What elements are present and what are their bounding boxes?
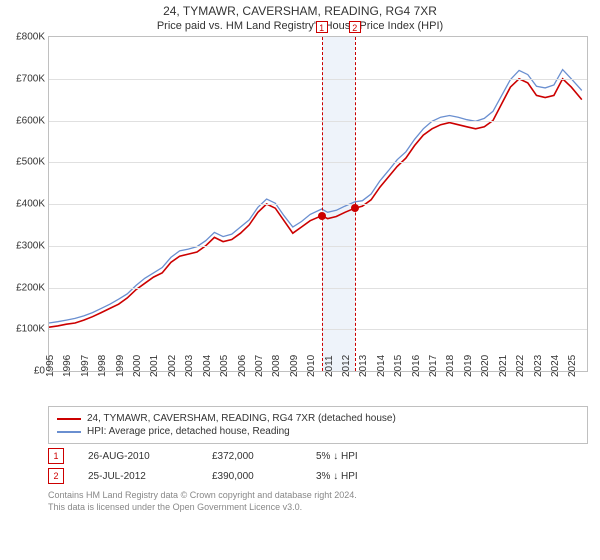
transaction-id-badge: 1 — [48, 448, 64, 464]
legend-swatch — [57, 431, 81, 433]
legend-box: 24, TYMAWR, CAVERSHAM, READING, RG4 7XR … — [48, 406, 588, 444]
transaction-marker-dot — [318, 212, 326, 220]
chart-title-line1: 24, TYMAWR, CAVERSHAM, READING, RG4 7XR — [0, 0, 600, 18]
x-axis-tick: 1996 — [62, 355, 73, 377]
legend-item: HPI: Average price, detached house, Read… — [57, 426, 579, 437]
legend-swatch — [57, 418, 81, 420]
transaction-marker-label: 2 — [349, 21, 361, 33]
x-axis-tick: 2012 — [341, 355, 352, 377]
x-axis-tick: 2013 — [358, 355, 369, 377]
legend-label: 24, TYMAWR, CAVERSHAM, READING, RG4 7XR … — [87, 413, 396, 424]
chart-title-line2: Price paid vs. HM Land Registry's House … — [0, 18, 600, 36]
x-axis-tick: 2002 — [167, 355, 178, 377]
x-axis-tick: 2019 — [463, 355, 474, 377]
x-axis-tick: 2015 — [393, 355, 404, 377]
footer-line: This data is licensed under the Open Gov… — [48, 502, 588, 514]
x-axis-tick: 2005 — [219, 355, 230, 377]
x-axis-tick: 1998 — [97, 355, 108, 377]
transaction-delta: 5% ↓ HPI — [316, 451, 396, 462]
transaction-marker-dot — [351, 204, 359, 212]
chart-container: 24, TYMAWR, CAVERSHAM, READING, RG4 7XR … — [0, 0, 600, 560]
x-axis-tick: 2023 — [533, 355, 544, 377]
x-axis-tick: 2008 — [271, 355, 282, 377]
x-axis-tick: 2006 — [237, 355, 248, 377]
transaction-row: 1 26-AUG-2010 £372,000 5% ↓ HPI — [48, 448, 588, 464]
plot-area: £0£100K£200K£300K£400K£500K£600K£700K£80… — [48, 36, 588, 372]
x-axis-tick: 2018 — [445, 355, 456, 377]
y-axis-tick: £0 — [5, 366, 45, 377]
footer-attribution: Contains HM Land Registry data © Crown c… — [48, 490, 588, 513]
transaction-vline — [322, 37, 323, 371]
transaction-date: 25-JUL-2012 — [88, 471, 188, 482]
y-axis-tick: £200K — [5, 282, 45, 293]
y-axis-tick: £500K — [5, 157, 45, 168]
x-axis-tick: 2001 — [149, 355, 160, 377]
x-axis-tick: 2014 — [376, 355, 387, 377]
transaction-price: £372,000 — [212, 451, 292, 462]
x-axis-tick: 1995 — [45, 355, 56, 377]
x-axis-tick: 2024 — [550, 355, 561, 377]
transaction-id-badge: 2 — [48, 468, 64, 484]
y-axis-tick: £100K — [5, 324, 45, 335]
x-axis-tick: 2004 — [202, 355, 213, 377]
x-axis-tick: 1999 — [115, 355, 126, 377]
x-axis-tick: 1997 — [80, 355, 91, 377]
transaction-marker-label: 1 — [316, 21, 328, 33]
x-axis-tick: 2009 — [289, 355, 300, 377]
x-axis-tick: 2011 — [324, 355, 335, 377]
x-axis-tick: 2021 — [498, 355, 509, 377]
y-axis-tick: £300K — [5, 240, 45, 251]
series-line — [49, 70, 582, 323]
x-axis-tick: 2020 — [480, 355, 491, 377]
footer-line: Contains HM Land Registry data © Crown c… — [48, 490, 588, 502]
series-line — [49, 79, 582, 327]
transaction-row: 2 25-JUL-2012 £390,000 3% ↓ HPI — [48, 468, 588, 484]
x-axis-tick: 2016 — [411, 355, 422, 377]
x-axis-tick: 2000 — [132, 355, 143, 377]
x-axis-tick: 2022 — [515, 355, 526, 377]
y-axis-tick: £700K — [5, 73, 45, 84]
transaction-date: 26-AUG-2010 — [88, 451, 188, 462]
transaction-delta: 3% ↓ HPI — [316, 471, 396, 482]
x-axis-tick: 2010 — [306, 355, 317, 377]
y-axis-tick: £400K — [5, 199, 45, 210]
y-axis-tick: £800K — [5, 32, 45, 43]
x-axis-tick: 2007 — [254, 355, 265, 377]
x-axis-tick: 2003 — [184, 355, 195, 377]
transactions-table: 1 26-AUG-2010 £372,000 5% ↓ HPI 2 25-JUL-2012… — [0, 448, 600, 484]
transaction-price: £390,000 — [212, 471, 292, 482]
legend-item: 24, TYMAWR, CAVERSHAM, READING, RG4 7XR … — [57, 413, 579, 424]
legend-label: HPI: Average price, detached house, Read… — [87, 426, 290, 437]
x-axis-tick: 2017 — [428, 355, 439, 377]
y-axis-tick: £600K — [5, 115, 45, 126]
x-axis-tick: 2025 — [567, 355, 578, 377]
